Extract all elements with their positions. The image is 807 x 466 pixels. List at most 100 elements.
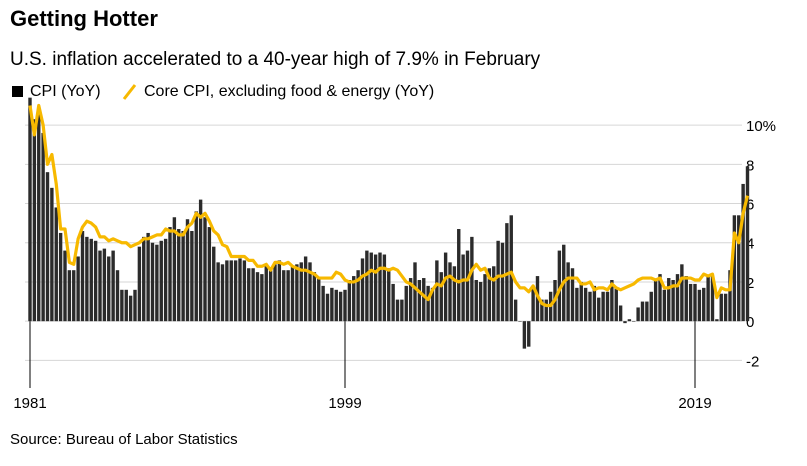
bar — [737, 215, 741, 322]
bar — [163, 238, 168, 322]
bar — [89, 238, 93, 322]
y-tick-label: 4 — [746, 236, 754, 253]
bar — [260, 274, 264, 322]
bar — [32, 119, 37, 322]
bar — [330, 287, 334, 322]
bar — [155, 244, 159, 322]
bar — [382, 254, 387, 322]
bar — [172, 217, 177, 322]
bar — [277, 260, 282, 322]
y-tick-label: 8 — [746, 157, 754, 174]
bar — [299, 262, 303, 322]
bar — [522, 321, 527, 349]
y-tick-label: 6 — [746, 197, 754, 214]
bar — [710, 276, 715, 322]
bar — [728, 270, 732, 322]
bar — [527, 321, 531, 347]
bar — [478, 281, 483, 322]
bar — [190, 230, 194, 322]
bar — [675, 274, 680, 322]
bar — [212, 246, 216, 322]
bar — [352, 276, 356, 322]
bar — [290, 266, 295, 322]
bar — [203, 217, 207, 322]
legend-swatch — [12, 86, 23, 97]
bar — [461, 254, 465, 322]
bar — [667, 278, 671, 322]
bar — [653, 280, 658, 322]
bar — [470, 236, 474, 322]
bar — [610, 280, 614, 322]
source-note: Source: Bureau of Labor Statistics — [10, 431, 238, 448]
bar — [107, 256, 111, 322]
bar — [570, 268, 575, 322]
bar — [408, 278, 413, 322]
bar — [28, 97, 32, 322]
bar — [128, 295, 133, 322]
bar — [146, 232, 150, 322]
y-tick-label: 2 — [746, 275, 754, 292]
bar — [93, 240, 98, 322]
bar — [588, 291, 592, 322]
bar — [513, 299, 518, 322]
chart-title: Getting Hotter — [10, 6, 158, 31]
bar — [496, 240, 500, 322]
bar — [566, 262, 570, 322]
bar — [745, 166, 750, 322]
bar — [216, 262, 220, 322]
bar — [207, 227, 212, 322]
bar — [719, 293, 723, 322]
bar — [706, 276, 710, 322]
bar — [632, 321, 636, 322]
bar — [133, 289, 137, 322]
bar — [255, 272, 260, 322]
bar — [177, 229, 181, 322]
bar — [58, 232, 63, 322]
y-tick-label: -2 — [746, 353, 759, 370]
bar — [369, 252, 373, 322]
bar — [583, 287, 588, 322]
bar — [518, 321, 522, 322]
bar — [400, 299, 404, 322]
line — [28, 103, 750, 308]
bar — [378, 252, 382, 322]
bar — [168, 227, 172, 322]
bar — [426, 285, 430, 322]
bar — [395, 299, 400, 322]
bar — [54, 207, 58, 322]
bar — [343, 289, 347, 322]
bar — [614, 287, 618, 322]
bar — [220, 264, 225, 322]
bar — [242, 260, 247, 322]
bar — [303, 256, 308, 322]
bar — [72, 270, 76, 322]
bar — [238, 258, 242, 322]
bar — [443, 252, 448, 322]
bar — [688, 283, 693, 322]
x-tick-label: 1999 — [328, 395, 361, 412]
bar — [67, 270, 72, 322]
bar — [85, 236, 89, 322]
bar — [597, 297, 601, 322]
x-tick-label: 2019 — [678, 395, 711, 412]
bar — [338, 291, 343, 322]
bar — [404, 285, 408, 322]
bar — [268, 270, 273, 322]
bar — [492, 266, 496, 322]
bar — [693, 283, 697, 322]
y-tick-label: 0 — [746, 314, 754, 331]
bar — [50, 187, 54, 322]
bar — [360, 258, 365, 322]
bar — [531, 285, 535, 322]
bar — [457, 229, 461, 322]
bar — [150, 242, 155, 322]
bar — [627, 319, 632, 322]
bar — [63, 250, 67, 322]
bar — [373, 254, 378, 322]
bar — [671, 280, 675, 322]
chart-subtitle: U.S. inflation accelerated to a 40-year … — [10, 49, 541, 70]
bar — [356, 270, 360, 322]
bar — [452, 266, 457, 322]
bar — [640, 301, 645, 322]
bar — [111, 250, 115, 322]
